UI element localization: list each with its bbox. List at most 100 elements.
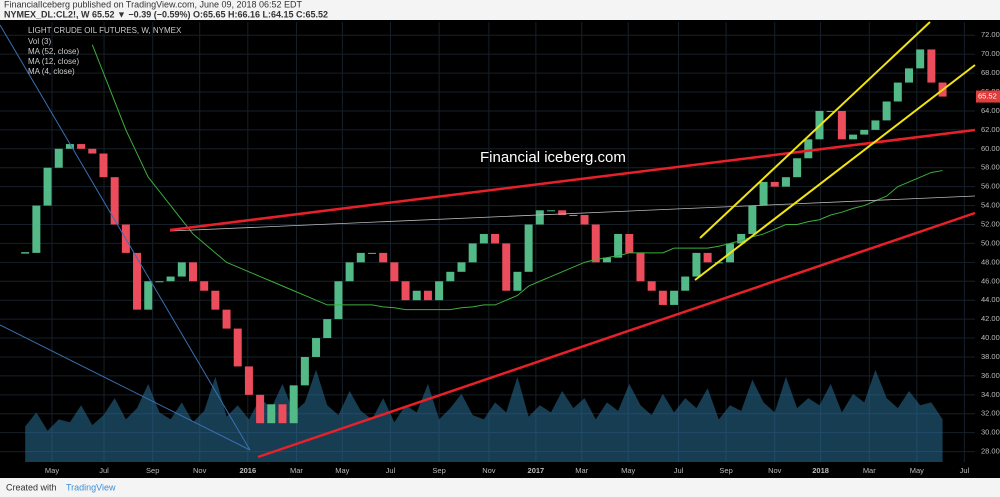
brand[interactable]: TradingView bbox=[66, 482, 116, 492]
candle bbox=[893, 82, 902, 102]
candle bbox=[614, 233, 623, 258]
candle bbox=[636, 252, 645, 282]
candle bbox=[211, 290, 220, 310]
moving-average bbox=[91, 44, 943, 311]
red-trendline bbox=[257, 211, 976, 459]
candle bbox=[312, 338, 321, 357]
y-tick-label: 38.00 bbox=[981, 352, 1000, 361]
x-tick-label: Sep bbox=[146, 466, 159, 475]
candle bbox=[177, 262, 186, 277]
x-tick-label: Mar bbox=[863, 466, 876, 475]
y-tick-label: 58.00 bbox=[981, 163, 1000, 172]
candle bbox=[88, 148, 97, 154]
y-tick-label: 42.00 bbox=[981, 314, 1000, 323]
y-tick-label: 44.00 bbox=[981, 295, 1000, 304]
x-tick-label: Nov bbox=[768, 466, 782, 475]
candle bbox=[435, 281, 444, 301]
candle bbox=[781, 177, 790, 187]
candle bbox=[188, 262, 197, 282]
candle bbox=[54, 148, 63, 168]
blue-trendline bbox=[0, 24, 251, 451]
candle bbox=[200, 281, 209, 291]
candle bbox=[502, 243, 511, 291]
candle bbox=[591, 224, 600, 263]
x-tick-label: 2017 bbox=[528, 466, 545, 475]
candle bbox=[491, 233, 500, 244]
candle bbox=[479, 233, 488, 244]
x-tick-label: Jul bbox=[99, 466, 109, 475]
x-tick-label: Jul bbox=[674, 466, 684, 475]
candle bbox=[43, 167, 52, 206]
candle bbox=[558, 210, 567, 216]
candle bbox=[244, 366, 253, 395]
x-tick-label: May bbox=[45, 466, 59, 475]
candle bbox=[737, 233, 746, 244]
x-tick-label: Mar bbox=[290, 466, 303, 475]
candle bbox=[345, 262, 354, 282]
candle bbox=[692, 252, 701, 277]
candle bbox=[748, 205, 757, 234]
candle bbox=[793, 158, 802, 178]
candle bbox=[65, 144, 74, 149]
x-tick-label: May bbox=[335, 466, 349, 475]
candle bbox=[468, 243, 477, 263]
candle bbox=[278, 404, 287, 424]
candle bbox=[569, 215, 578, 217]
y-tick-label: 54.00 bbox=[981, 201, 1000, 210]
candle bbox=[367, 252, 376, 254]
candle bbox=[390, 262, 399, 282]
candle bbox=[804, 139, 813, 159]
legend-entry: MA (4, close) bbox=[28, 67, 75, 76]
y-tick-label: 30.00 bbox=[981, 428, 1000, 437]
y-tick-label: 72.00 bbox=[981, 30, 1000, 39]
candle bbox=[670, 290, 679, 305]
y-tick-label: 36.00 bbox=[981, 371, 1000, 380]
candle bbox=[602, 257, 611, 263]
candle bbox=[412, 290, 421, 301]
y-tick-label: 40.00 bbox=[981, 333, 1000, 342]
candle bbox=[770, 181, 779, 187]
legend-entry: Vol (3) bbox=[28, 37, 51, 46]
x-tick-label: Nov bbox=[482, 466, 496, 475]
candle bbox=[647, 281, 656, 291]
candle bbox=[860, 129, 869, 135]
candle bbox=[546, 210, 555, 212]
created-with: Created with bbox=[6, 482, 57, 492]
x-tick-label: Nov bbox=[193, 466, 207, 475]
yellow-channel bbox=[694, 64, 976, 281]
candle bbox=[99, 153, 108, 178]
x-tick-label: 2018 bbox=[812, 466, 829, 475]
y-tick-label: 34.00 bbox=[981, 390, 1000, 399]
candle bbox=[826, 110, 835, 112]
y-tick-label: 50.00 bbox=[981, 238, 1000, 247]
candle bbox=[323, 319, 332, 339]
candle bbox=[379, 252, 388, 263]
candle bbox=[849, 134, 858, 140]
candle bbox=[580, 215, 589, 225]
watermark: Financial iceberg.com bbox=[480, 149, 626, 166]
candle bbox=[681, 276, 690, 291]
candle bbox=[401, 281, 410, 301]
y-tick-label: 48.00 bbox=[981, 257, 1000, 266]
x-tick-label: Sep bbox=[432, 466, 445, 475]
candle bbox=[703, 252, 712, 263]
quote: NYMEX_DL:CL2!, W 65.52 ▼ −0.39 (−0.59%) … bbox=[4, 9, 328, 19]
candle bbox=[916, 49, 925, 69]
y-tick-label: 56.00 bbox=[981, 182, 1000, 191]
candle bbox=[267, 404, 276, 424]
candle bbox=[222, 309, 231, 329]
last-price-label: 65.52 bbox=[978, 92, 997, 101]
red-trendline bbox=[169, 128, 976, 232]
chart-title: LIGHT CRUDE OIL FUTURES, W, NYMEX bbox=[28, 26, 182, 35]
x-tick-label: Sep bbox=[719, 466, 732, 475]
x-tick-label: 2016 bbox=[239, 466, 256, 475]
blue-trendline bbox=[0, 324, 251, 451]
legend-entry: MA (12, close) bbox=[28, 57, 79, 66]
candle bbox=[289, 385, 298, 424]
candle bbox=[535, 210, 544, 225]
candle bbox=[256, 394, 265, 424]
candle bbox=[334, 281, 343, 320]
legend-entry: MA (52, close) bbox=[28, 47, 79, 56]
